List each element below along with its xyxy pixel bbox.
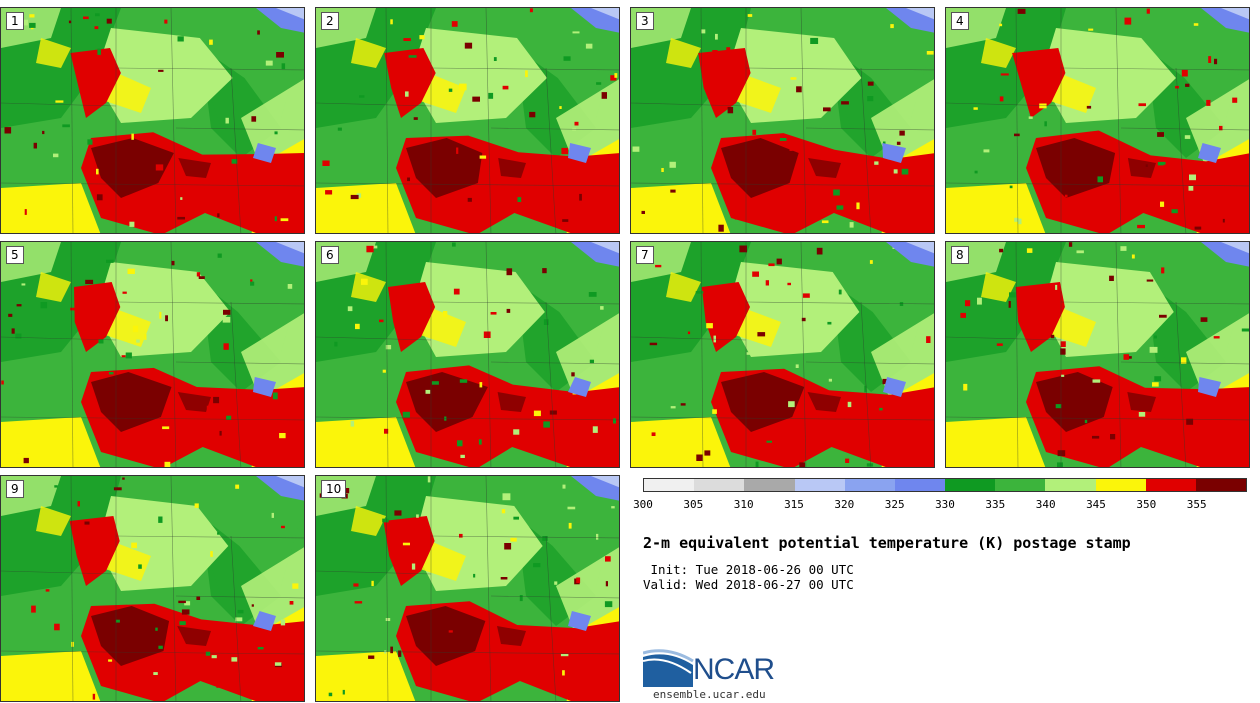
colorbar-segment xyxy=(844,479,895,491)
colorbar-segment xyxy=(744,479,795,491)
colorbar-tick-label: 355 xyxy=(1186,498,1207,511)
postage-stamp-map: 5 xyxy=(0,241,305,468)
stamp-member-label: 8 xyxy=(951,246,969,264)
stamp-member-label: 3 xyxy=(636,12,654,30)
stamp-member-label: 2 xyxy=(321,12,339,30)
colorbar-tick-label: 305 xyxy=(683,498,704,511)
postage-stamp-map: 3 xyxy=(630,7,935,234)
colorbar xyxy=(643,478,1247,492)
colorbar-ticks: 300 305 310 315 320 325 330 335 340 345 350 355 xyxy=(633,498,1247,512)
colorbar-tick-label: 345 xyxy=(1086,498,1106,511)
colorbar-tick-label: 340 xyxy=(1035,498,1056,511)
colorbar-segment xyxy=(1195,479,1247,491)
postage-stamp-map: 10 xyxy=(315,475,620,702)
postage-stamp-map: 9 xyxy=(0,475,305,702)
stamp-member-label: 7 xyxy=(636,246,654,264)
stamp-member-label: 9 xyxy=(6,480,24,498)
stamp-member-label: 5 xyxy=(6,246,24,264)
colorbar-tick-label: 300 xyxy=(633,498,653,511)
site-url: ensemble.ucar.edu xyxy=(653,688,766,701)
colorbar-tick-label: 320 xyxy=(834,498,855,511)
figure-title: 2-m equivalent potential temperature (K)… xyxy=(643,534,1131,552)
colorbar-tick-label: 325 xyxy=(884,498,905,511)
postage-stamp-map: 7 xyxy=(630,241,935,468)
colorbar-segment xyxy=(1145,479,1196,491)
ncar-logo-icon xyxy=(643,649,694,687)
stamp-member-label: 6 xyxy=(321,246,339,264)
colorbar-segment xyxy=(995,479,1046,491)
colorbar-tick-label: 350 xyxy=(1136,498,1157,511)
colorbar-tick-label: 315 xyxy=(784,498,804,511)
colorbar-tick-label: 310 xyxy=(733,498,754,511)
postage-stamp-map: 4 xyxy=(945,7,1250,234)
postage-stamp-map: 2 xyxy=(315,7,620,234)
stamp-member-label: 1 xyxy=(6,12,24,30)
stamp-member-label: 10 xyxy=(321,480,347,498)
postage-stamp-map: 8 xyxy=(945,241,1250,468)
colorbar-segment xyxy=(894,479,946,491)
postage-stamp-map: 1 xyxy=(0,7,305,234)
colorbar-segment xyxy=(1045,479,1096,491)
ncar-logo-text: NCAR xyxy=(693,653,775,686)
colorbar-tick-label: 330 xyxy=(935,498,955,511)
init-time: Init: Tue 2018-06-26 00 UTC xyxy=(643,562,854,577)
postage-stamp-map: 6 xyxy=(315,241,620,468)
stamp-member-label: 4 xyxy=(951,12,969,30)
colorbar-segment xyxy=(1095,479,1146,491)
colorbar-segment xyxy=(945,479,996,491)
colorbar-segment xyxy=(694,479,745,491)
valid-time: Valid: Wed 2018-06-27 00 UTC xyxy=(643,577,854,592)
colorbar-tick-label: 335 xyxy=(985,498,1006,511)
colorbar-segment xyxy=(794,479,845,491)
colorbar-segment xyxy=(644,479,695,491)
